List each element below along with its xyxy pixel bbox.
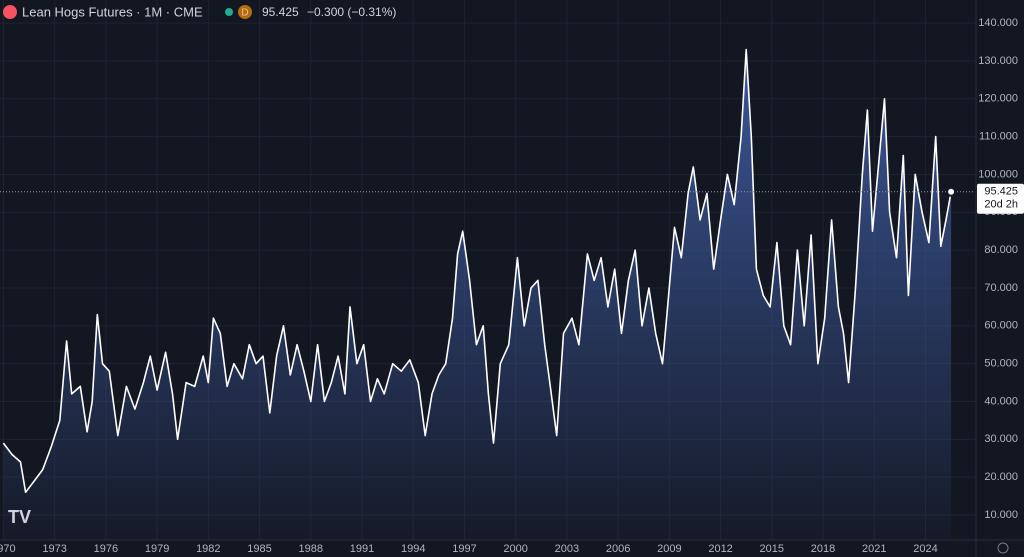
area-fill <box>3 49 952 540</box>
x-tick-label: 1976 <box>94 543 118 555</box>
x-tick-label: 1994 <box>401 543 425 555</box>
y-tick-label: 110.000 <box>979 131 1018 143</box>
y-tick-label: 80.000 <box>984 244 1018 256</box>
badge: D <box>241 8 248 19</box>
x-tick-label: 2021 <box>862 543 886 555</box>
y-tick-label: 60.000 <box>984 320 1018 332</box>
market-status <box>225 8 233 16</box>
symbol-title: Lean Hogs Futures · 1M · CME <box>22 4 203 19</box>
y-tick-label: 140.000 <box>978 17 1018 29</box>
countdown-label: 20d 2h <box>984 199 1018 211</box>
header-price: 95.425 <box>262 5 299 19</box>
x-tick-label: 2012 <box>708 543 732 555</box>
y-tick-label: 130.000 <box>978 55 1018 67</box>
x-tick-label: 1982 <box>196 543 220 555</box>
badge-bg <box>238 5 252 19</box>
y-tick-label: 20.000 <box>984 471 1018 483</box>
y-tick-label: 70.000 <box>984 282 1018 294</box>
x-tick-label: 1997 <box>452 543 476 555</box>
x-tick-label: 2000 <box>503 543 527 555</box>
y-tick-label: 50.000 <box>984 358 1018 370</box>
settings-icon[interactable] <box>997 542 1009 554</box>
x-tick-label: 2015 <box>760 543 784 555</box>
x-tick-label: 1985 <box>247 543 271 555</box>
y-tick-label: 40.000 <box>984 395 1018 407</box>
x-tick-label: 1988 <box>299 543 323 555</box>
x-tick-label: 2009 <box>657 543 681 555</box>
y-tick-label: 100.000 <box>978 168 1018 180</box>
x-tick-label: 1979 <box>145 543 169 555</box>
last-price-label: 95.425 <box>984 186 1018 198</box>
x-tick-label: 1991 <box>350 543 374 555</box>
last-price-box <box>977 183 1024 214</box>
header-change: −0.300 (−0.31%) <box>307 5 396 19</box>
plot-area <box>0 0 975 540</box>
y-tick-label: 30.000 <box>984 433 1018 445</box>
logo: TV <box>8 507 31 527</box>
x-tick-label: 2018 <box>811 543 835 555</box>
x-tick-label: 2003 <box>555 543 579 555</box>
axes: 10.000 20.000 30.000 40.000 50.000 60.000 70.0… <box>0 17 1024 555</box>
symbol-icon <box>3 5 17 19</box>
price-line <box>2 48 952 494</box>
y-tick-label: 10.000 <box>984 509 1018 521</box>
x-tick-label: 2024 <box>913 543 937 555</box>
x-tick-label: 2006 <box>606 543 630 555</box>
y-tick-label: 120.000 <box>978 93 1018 105</box>
x-tick-label: 1973 <box>42 543 66 555</box>
x-tick-label: 1970 <box>0 543 16 555</box>
last-point <box>946 186 957 197</box>
